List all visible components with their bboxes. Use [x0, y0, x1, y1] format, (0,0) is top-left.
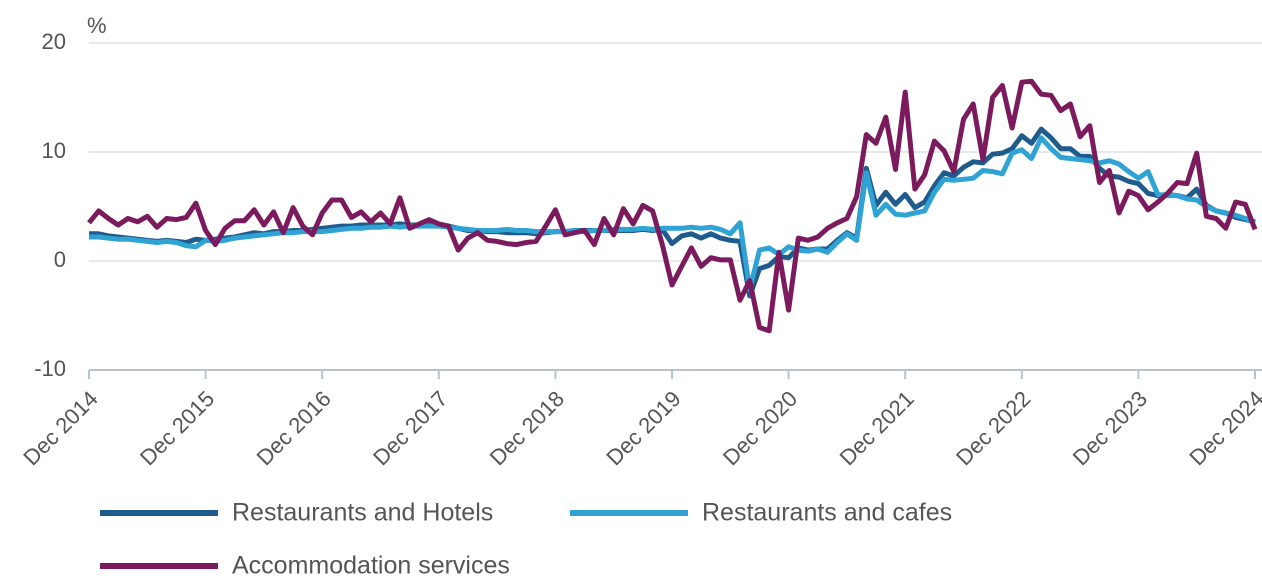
x-tick-label: Dec 2015	[135, 386, 219, 470]
y-tick-label: -10	[34, 356, 66, 381]
x-tick-label: Dec 2019	[601, 386, 685, 470]
x-tick-label: Dec 2024	[1184, 386, 1262, 470]
series-line	[89, 135, 1257, 292]
y-tick-label: 0	[54, 247, 66, 272]
series-line	[89, 126, 1256, 299]
legend-label: Restaurants and Hotels	[232, 499, 493, 527]
legend-label: Accommodation services	[232, 552, 510, 579]
x-tick-label: Dec 2014	[18, 386, 102, 470]
x-tick-label: Dec 2017	[368, 386, 452, 470]
x-tick-label: Dec 2021	[835, 386, 919, 470]
x-tick-label: Dec 2018	[485, 386, 569, 470]
x-tick-label: Dec 2022	[951, 386, 1035, 470]
x-tick-label: Dec 2016	[252, 386, 336, 470]
y-tick-label: 10	[42, 138, 66, 163]
y-tick-label: 20	[42, 29, 66, 54]
x-tick-label: Dec 2023	[1068, 386, 1152, 470]
legend-label: Restaurants and cafes	[702, 499, 952, 527]
x-tick-label: Dec 2020	[718, 386, 802, 470]
series-line	[87, 78, 1258, 334]
y-axis-label: %	[87, 13, 107, 38]
